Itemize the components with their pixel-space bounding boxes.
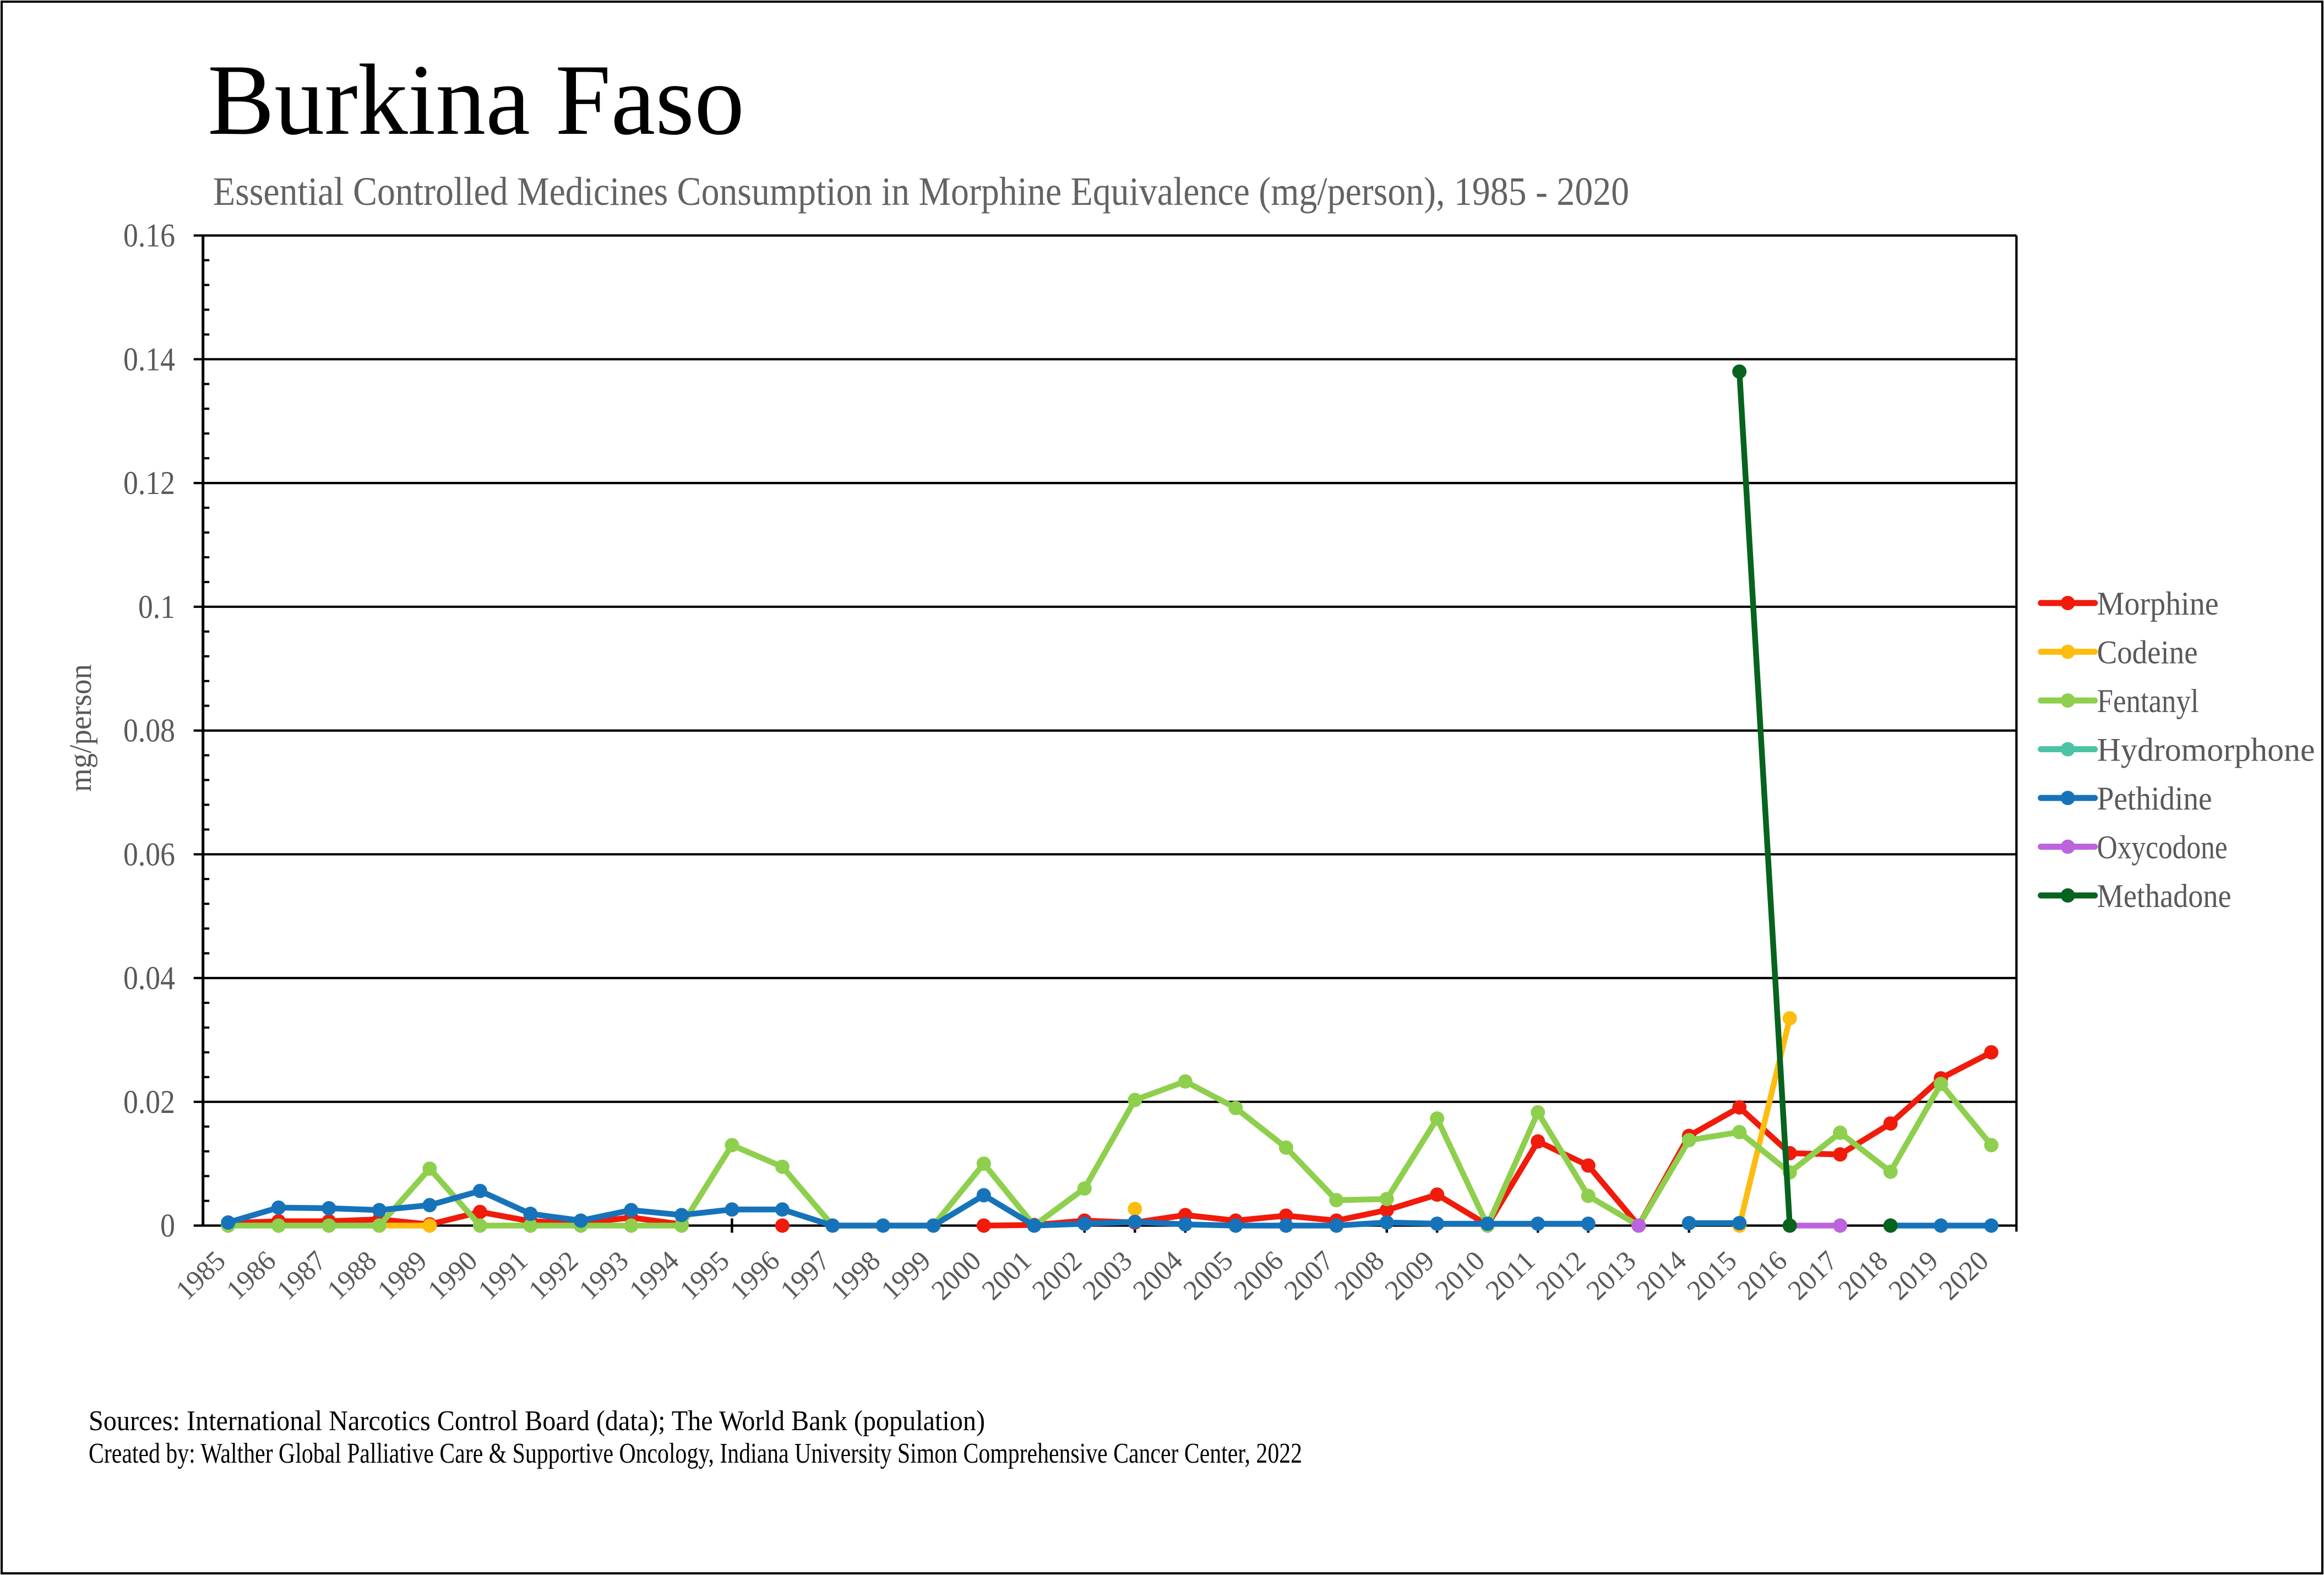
svg-text:Morphine: Morphine xyxy=(2097,585,2219,622)
svg-text:0.14: 0.14 xyxy=(123,341,175,377)
svg-text:0: 0 xyxy=(160,1208,175,1244)
svg-text:Sources: International Narcoti: Sources: International Narcotics Control… xyxy=(89,1405,985,1437)
svg-text:Essential Controlled Medicines: Essential Controlled Medicines Consumpti… xyxy=(213,169,1629,214)
svg-text:0.06: 0.06 xyxy=(123,836,175,872)
svg-text:0.16: 0.16 xyxy=(123,218,175,254)
svg-text:0.08: 0.08 xyxy=(123,713,175,749)
svg-text:Created by: Walther Global Pal: Created by: Walther Global Palliative Ca… xyxy=(89,1438,1302,1469)
svg-text:Burkina Faso: Burkina Faso xyxy=(208,44,744,156)
svg-text:0.04: 0.04 xyxy=(123,960,175,996)
svg-text:0.1: 0.1 xyxy=(138,589,175,625)
svg-text:Codeine: Codeine xyxy=(2097,634,2198,671)
svg-text:mg/person: mg/person xyxy=(63,664,98,792)
svg-text:Pethidine: Pethidine xyxy=(2097,780,2212,817)
svg-text:Methadone: Methadone xyxy=(2097,878,2232,914)
svg-text:Hydromorphone: Hydromorphone xyxy=(2097,732,2315,768)
svg-text:Oxycodone: Oxycodone xyxy=(2097,829,2228,866)
svg-text:0.12: 0.12 xyxy=(123,465,175,501)
svg-text:Fentanyl: Fentanyl xyxy=(2097,683,2199,719)
svg-text:0.02: 0.02 xyxy=(123,1084,175,1120)
